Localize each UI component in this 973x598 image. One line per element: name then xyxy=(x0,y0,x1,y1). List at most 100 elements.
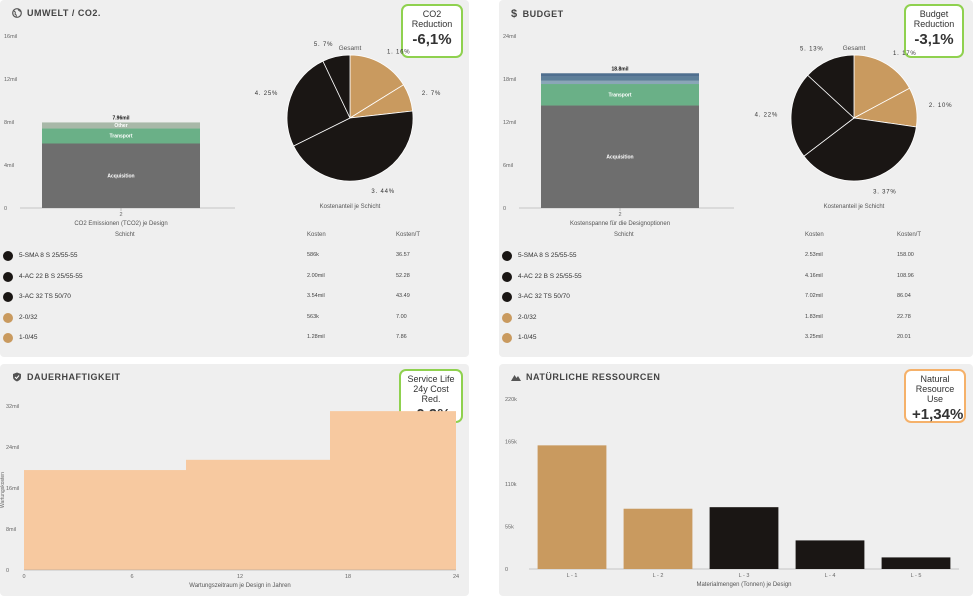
bar-segment xyxy=(541,73,699,77)
maintenance-step-chart: 32mil 24mil 16mil 8mil 0 0 6 12 18 24 Wartungszeit… xyxy=(0,404,459,589)
pie-slice xyxy=(286,60,351,147)
pie-slice-label: 3. 37% xyxy=(873,190,896,196)
budget-stacked-bar-chart: 24mil 18mil 12mil 6mil 0 Acquisition Transport… xyxy=(503,34,734,227)
resources-bar-chart: 220k 165k 110k 55k 0 L - 1 L - 2 L - 3 L - 4 L - … xyxy=(505,397,959,588)
x-tick-label: 18 xyxy=(345,574,351,580)
budget-title: $ BUDGET xyxy=(511,8,564,20)
pie-slice xyxy=(349,54,405,119)
kpi-value: -3,1% xyxy=(914,31,954,48)
cost-per-ton-value: 108.96 xyxy=(897,272,914,279)
table-row[interactable]: 2-0/32 563k 7.00 xyxy=(0,312,469,327)
resource-bar xyxy=(709,507,779,569)
co2-reduction-kpi[interactable]: CO2 Reduction -6,1% xyxy=(401,4,463,58)
budget-table: Schicht Kosten Kosten/T 5-SMA 8 S 25/55-55 2… xyxy=(499,232,973,352)
cost-per-ton-value: 158.00 xyxy=(897,252,914,258)
step-area xyxy=(330,411,456,570)
pie-slice-label: 1. 17% xyxy=(893,51,916,57)
pie-slice xyxy=(322,54,351,119)
pie-title: Gesamt xyxy=(339,45,362,52)
pie-axis-label: Kostenanteil je Schicht xyxy=(320,204,381,210)
kpi-label: CO2 Reduction xyxy=(411,9,453,29)
layer-color-dot xyxy=(3,251,13,261)
pie-slice-label: 4. 22% xyxy=(755,112,778,118)
layer-name: 4-AC 22 B S 25/55-55 xyxy=(19,272,83,280)
bar-segment xyxy=(42,143,200,208)
layer-name: 2-0/32 xyxy=(518,313,537,321)
segment-label: Acquisition xyxy=(606,154,633,160)
y-tick-label: 0 xyxy=(6,568,9,574)
umwelt-panel: UMWELT / CO2. CO2 Reduction -6,1% 16mil 1… xyxy=(0,0,469,357)
x-tick-label: L - 5 xyxy=(911,573,922,579)
layer-color-dot xyxy=(3,292,13,302)
cost-per-ton-value: 20.01 xyxy=(897,334,911,340)
pie-slice xyxy=(293,110,414,182)
x-tick-label: 2 xyxy=(618,212,621,218)
table-header: Schicht xyxy=(614,232,634,238)
total-label: 7.96mil xyxy=(113,115,131,121)
umwelt-table: Schicht Kosten Kosten/T 5-SMA 8 S 25/55-55 5… xyxy=(0,232,469,352)
y-tick-label: 0 xyxy=(505,567,508,573)
cost-value: 4.16mil xyxy=(805,272,823,279)
dollar-icon: $ xyxy=(511,8,518,20)
table-row[interactable]: 3-AC 32 TS 50/70 7.02mil 86.04 xyxy=(499,292,973,306)
x-tick-label: 6 xyxy=(130,574,133,580)
segment-label: Transport xyxy=(608,92,631,98)
resource-bar xyxy=(795,540,865,569)
table-header: Kosten xyxy=(307,232,326,238)
table-row[interactable]: 1-0/45 1.28mil 7.86 xyxy=(0,333,469,347)
x-tick-label: 0 xyxy=(22,574,25,580)
layer-name: 5-SMA 8 S 25/55-55 xyxy=(19,252,78,259)
bar-segment xyxy=(541,76,699,81)
pie-slice-label: 4. 25% xyxy=(255,91,278,97)
layer-name: 4-AC 22 B S 25/55-55 xyxy=(518,272,582,280)
y-tick-label: 220k xyxy=(505,397,517,403)
pie-slice-label: 5. 13% xyxy=(800,46,823,52)
cost-per-ton-value: 86.04 xyxy=(897,293,911,299)
table-row[interactable]: 5-SMA 8 S 25/55-55 586k 36.57 xyxy=(0,251,469,265)
table-row[interactable]: 4-AC 22 B S 25/55-55 2.00mil 52.28 xyxy=(0,271,469,286)
x-axis-label: CO2 Emissionen (TCO2) je Design xyxy=(74,221,167,227)
cost-value: 1.28mil xyxy=(307,334,325,340)
layer-name: 1-0/45 xyxy=(518,334,537,341)
cost-value: 3.54mil xyxy=(307,293,325,299)
pie-slice-label: 3. 44% xyxy=(371,189,394,195)
cost-value: 3.25mil xyxy=(805,334,823,340)
y-tick-label: 24mil xyxy=(6,445,19,451)
kpi-label: Natural Resource Use xyxy=(915,374,955,404)
pie-slice xyxy=(807,54,855,119)
layer-color-dot xyxy=(502,333,512,343)
y-tick-label: 6mil xyxy=(503,163,513,169)
table-row[interactable]: 5-SMA 8 S 25/55-55 2.53mil 158.00 xyxy=(499,251,973,265)
step-area xyxy=(24,470,186,570)
x-axis-label: Wartungszeitraum je Design in Jahren xyxy=(189,583,291,589)
co2-stacked-bar-chart: 16mil 12mil 8mil 4mil 0 Acquisition Transport O… xyxy=(4,34,235,227)
kpi-label: Service Life 24y Cost Red. xyxy=(407,374,455,404)
y-tick-label: 24mil xyxy=(503,34,516,40)
pie-slice-label: 5. 7% xyxy=(314,42,333,48)
globe-icon xyxy=(12,8,22,18)
budget-panel: $ BUDGET Budget Reduction -3,1% 24mil 18m… xyxy=(499,0,973,357)
layer-color-dot xyxy=(502,292,512,302)
cost-value: 586k xyxy=(307,252,319,258)
layer-name: 1-0/45 xyxy=(19,334,38,341)
natural-resource-kpi[interactable]: Natural Resource Use +1,34% xyxy=(904,369,966,423)
cost-per-ton-value: 36.57 xyxy=(396,252,410,258)
y-tick-label: 8mil xyxy=(6,527,16,533)
pie-title: Gesamt xyxy=(843,45,866,52)
budget-reduction-kpi[interactable]: Budget Reduction -3,1% xyxy=(904,4,964,58)
layer-name: 3-AC 32 TS 50/70 xyxy=(19,293,71,300)
x-axis-label: Kostenspanne für die Designoptionen xyxy=(570,221,670,227)
table-row[interactable]: 4-AC 22 B S 25/55-55 4.16mil 108.96 xyxy=(499,271,973,286)
table-row[interactable]: 3-AC 32 TS 50/70 3.54mil 43.49 xyxy=(0,292,469,306)
table-row[interactable]: 1-0/45 3.25mil 20.01 xyxy=(499,333,973,347)
layer-color-dot xyxy=(502,251,512,261)
y-tick-label: 12mil xyxy=(4,77,17,83)
y-axis-label: Wartungskosten xyxy=(0,472,6,508)
budget-pie-chart: Gesamt 1. 17% 2. 10% 3. 37% 4. 22% 5. 13% Kost… xyxy=(755,45,952,210)
natur-title-text: NATÜRLICHE RESSOURCEN xyxy=(526,372,661,382)
x-tick-label: L - 3 xyxy=(739,573,750,579)
table-row[interactable]: 2-0/32 1.83mil 22.78 xyxy=(499,312,973,327)
kpi-label: Budget Reduction xyxy=(913,9,955,29)
total-label: 18.8mil xyxy=(612,66,630,72)
y-tick-label: 4mil xyxy=(4,163,14,169)
